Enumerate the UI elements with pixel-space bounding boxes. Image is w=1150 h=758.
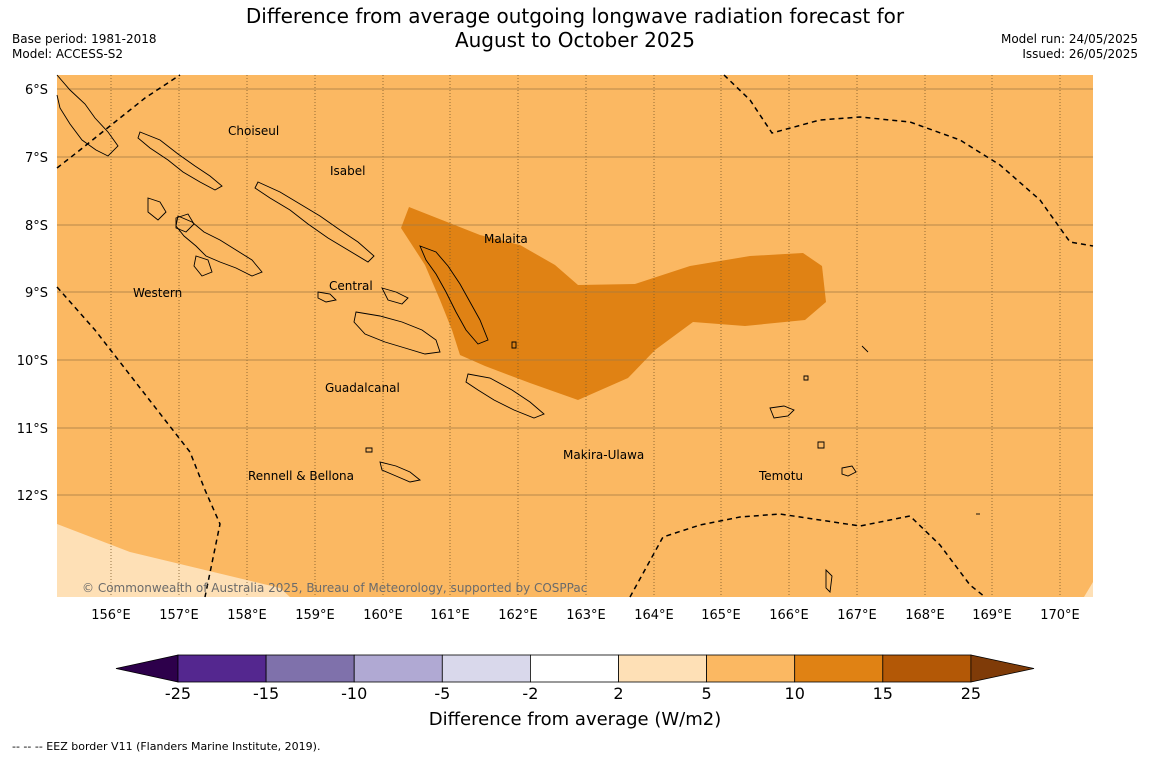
makira-island [465,373,545,419]
choiseul-island [137,131,223,191]
colorbar-tick-label: -10 [341,684,368,703]
lon-label: 162°E [498,608,538,623]
lat-label: 7°S [25,151,48,166]
region-label-central: Central [329,279,373,293]
lon-label: 168°E [905,608,945,623]
eez-border [56,74,1094,598]
colorbar-tick-label: -2 [522,684,539,703]
gridlines [110,75,1061,597]
malaita-island [419,245,489,345]
new-georgia-islands [175,215,263,277]
copyright-notice: © Commonwealth of Australia 2025, Bureau… [82,581,587,595]
model-name: Model: ACCESS-S2 [12,47,124,61]
colorbar-segment [882,654,972,683]
lon-label: 170°E [1040,608,1080,623]
colorbar-segment [441,654,531,683]
coastlines [56,74,980,593]
region-label-rennell-bellona: Rennell & Bellona [248,469,354,483]
base-period: Base period: 1981-2018 [12,32,157,46]
lat-label: 9°S [25,286,48,301]
lon-label: 159°E [295,608,335,623]
duff-islands [861,345,869,353]
colorbar-segment [706,654,796,683]
utupua-island [817,441,825,449]
lon-label: 164°E [634,608,674,623]
colorbar-segment [794,654,884,683]
lon-label: 157°E [159,608,199,623]
colorbar-tick-label: 5 [701,684,712,703]
region-label-guadalcanal: Guadalcanal [325,381,400,395]
anomaly-2-5-area [57,524,290,597]
tikopia-island [825,568,833,593]
colorbar-segment [530,654,619,683]
lon-label: 163°E [566,608,606,623]
lat-label: 6°S [25,83,48,98]
region-label-western: Western [133,286,182,300]
map-title-line1: Difference from average outgoing longwav… [245,4,905,28]
meta-left: Base period: 1981-2018 Model: ACCESS-S2 [12,32,157,62]
eez-footnote: -- -- -- EEZ border V11 (Flanders Marine… [12,740,321,753]
lon-label: 158°E [227,608,267,623]
colorbar-tick-label: -15 [253,684,280,703]
lon-label: 161°E [430,608,470,623]
issued-date: Issued: 26/05/2025 [1022,47,1138,61]
map-title: Difference from average outgoing longwav… [0,4,1150,52]
nggela-islands [381,287,409,305]
colorbar-over-arrow [970,654,1035,683]
colorbar-segment [265,654,355,683]
guadalcanal-island [353,311,441,355]
colorbar-segment [177,654,267,683]
lon-label: 160°E [363,608,403,623]
model-run: Model run: 24/05/2025 [1000,32,1138,46]
lat-label: 8°S [25,219,48,234]
map-title-line2: August to October 2025 [454,28,696,52]
vanikoro-island [841,465,857,477]
lon-label: 156°E [91,608,131,623]
colorbar-tick-label: 2 [613,684,624,703]
colorbar-segment [353,654,443,683]
kolombangara [175,213,195,233]
santa-cruz-island [769,405,795,419]
region-label-malaita: Malaita [484,232,528,246]
lat-label: 11°S [17,422,48,437]
rendova [193,255,213,277]
colorbar-tick-label: 15 [872,684,893,703]
rennell-island [379,461,422,483]
lat-label: 10°S [17,354,48,369]
region-label-isabel: Isabel [330,164,365,178]
lon-label: 169°E [972,608,1012,623]
lon-label: 165°E [701,608,741,623]
anomaly-10-15-area [401,207,826,400]
reef-islands [803,375,809,381]
lon-label: 167°E [837,608,877,623]
isabel-island [254,181,375,263]
colorbar-title: Difference from average (W/m2) [428,709,722,730]
meta-right: Model run: 24/05/2025 Issued: 26/05/2025 [1001,32,1138,62]
colorbar-segment [618,654,707,683]
gridlines-lat [57,88,1093,496]
bellona-island [365,447,373,453]
ulawa-island [511,341,517,349]
lon-label: 166°E [769,608,809,623]
colorbar-tick-label: -5 [434,684,451,703]
colorbar-tick-label: 25 [960,684,982,703]
colorbar-tick-label: -25 [164,684,192,703]
region-label-choiseul: Choiseul [228,124,279,138]
colorbar [115,654,1035,683]
lat-label: 12°S [17,489,48,504]
bougainville-island [56,74,119,157]
savo-russell [317,291,337,303]
region-label-makira-ulawa: Makira-Ulawa [563,448,644,462]
vella-lavella [147,197,167,221]
colorbar-tick-label: 10 [784,684,805,703]
region-label-temotu: Temotu [758,469,803,483]
colorbar-under-arrow [115,654,179,683]
anomaly-2-5-area-right [1084,582,1093,597]
